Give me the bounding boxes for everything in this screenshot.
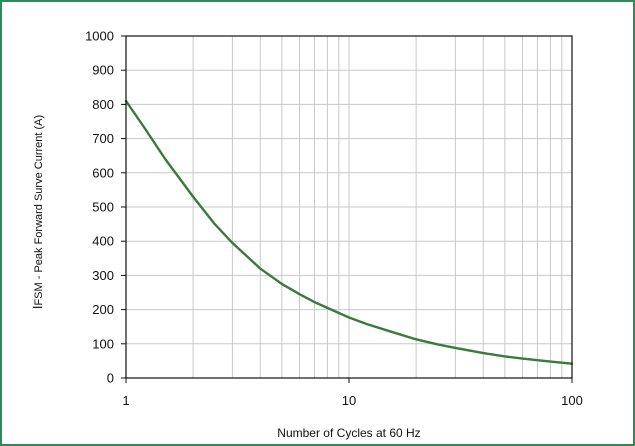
y-tick-label: 600 (92, 165, 114, 180)
y-tick-label: 0 (107, 371, 114, 386)
y-tick-label: 100 (92, 336, 114, 351)
y-tick-label: 500 (92, 200, 114, 215)
grid-layer (125, 35, 572, 379)
series-line-0 (124, 99, 574, 365)
labels-layer: 0 100 200 300 400 500 600 700 800 900 1000 1 10 100 (85, 29, 583, 409)
y-axis-title-group: IFSM - Peak Forward Surve Current (A) (30, 115, 45, 309)
y-tick-label: 400 (92, 234, 114, 249)
y-axis-title-rest: FSM - Peak Forward Surve Current (A) (33, 115, 45, 306)
y-tick-label: 300 (92, 268, 114, 283)
y-tick-label: 1000 (85, 29, 114, 44)
x-tick-label: 10 (342, 393, 356, 408)
y-tick-label: 900 (92, 63, 114, 78)
x-tick-label: 1 (122, 393, 129, 408)
series-layer (124, 99, 574, 365)
y-axis-title: IFSM - Peak Forward Surve Current (A) (30, 115, 45, 309)
y-tick-label: 800 (92, 97, 114, 112)
x-tick-label: 100 (561, 393, 583, 408)
y-tick-label: 700 (92, 131, 114, 146)
x-axis-title: Number of Cycles at 60 Hz (277, 426, 420, 440)
y-axis-title-prefix: I (30, 306, 45, 310)
axes-layer (121, 35, 573, 383)
y-tick-label: 200 (92, 302, 114, 317)
